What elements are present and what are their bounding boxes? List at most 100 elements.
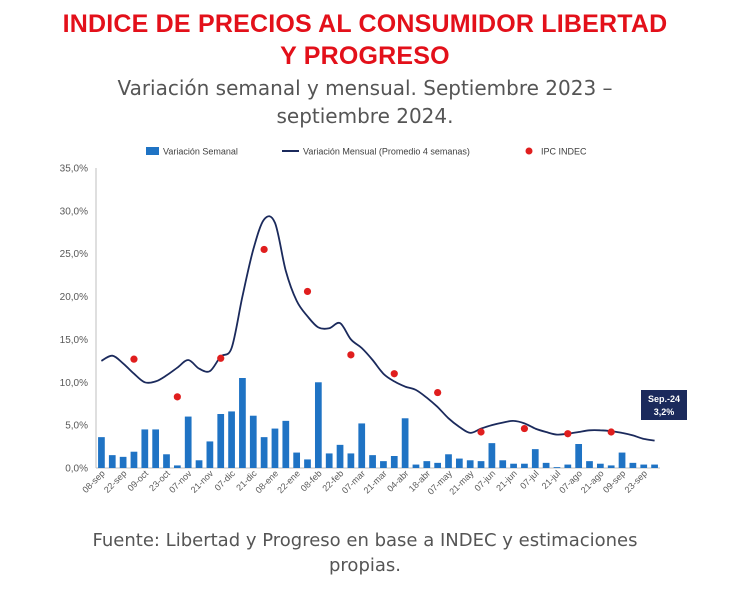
weekly-bar — [206, 441, 214, 468]
legend-label-weekly: Variación Semanal — [163, 147, 238, 157]
chart-source-line-1: Fuente: Libertad y Progreso en base a IN… — [92, 530, 638, 551]
monthly-line — [100, 215, 655, 442]
weekly-bar — [239, 378, 246, 468]
x-tick-label: 21-nov — [189, 468, 216, 495]
weekly-bar — [531, 449, 539, 468]
x-tick-label: 07-dic — [213, 468, 238, 493]
ipc-point — [477, 428, 485, 436]
x-tick-label: 09-sep — [601, 468, 628, 495]
weekly-bar — [347, 453, 355, 468]
weekly-bar — [412, 464, 420, 468]
x-tick-label: 22-ene — [275, 468, 302, 495]
weekly-bar — [607, 465, 615, 468]
weekly-bar — [336, 444, 344, 468]
ipc-point — [260, 245, 268, 254]
weekly-bar — [173, 465, 181, 468]
weekly-bar — [586, 461, 593, 468]
y-tick-label: 25,0% — [60, 249, 88, 260]
callout-value: 3,2% — [654, 407, 675, 417]
weekly-bar — [390, 456, 398, 468]
weekly-bar — [455, 458, 463, 468]
weekly-bar — [575, 444, 583, 468]
weekly-bar — [108, 455, 116, 468]
x-tick-label: 09-oct — [125, 468, 150, 493]
weekly-bar — [434, 462, 442, 468]
weekly-bar — [488, 443, 496, 468]
chart-subtitle-line-2: septiembre 2024. — [276, 104, 454, 128]
weekly-bar — [629, 462, 637, 468]
ipc-point — [173, 393, 181, 401]
legend-label-ipc: IPC INDEC — [541, 147, 587, 157]
x-tick-label: 21-mar — [362, 468, 389, 495]
weekly-bar — [542, 462, 550, 468]
weekly-bar — [141, 429, 149, 468]
x-tick-label: 21-ago — [579, 468, 606, 495]
weekly-bar — [651, 464, 658, 468]
chart-subtitle: Variación semanal y mensual. Septiembre … — [0, 74, 730, 130]
weekly-bar — [260, 437, 268, 468]
x-tick-label: 08-ene — [253, 468, 280, 495]
weekly-bar — [380, 461, 387, 468]
ipc-point — [347, 351, 355, 359]
weekly-bar — [304, 459, 311, 468]
x-tick-label: 21-may — [447, 468, 476, 497]
weekly-bar — [282, 420, 290, 468]
y-tick-label: 0,0% — [65, 464, 88, 475]
x-tick-label: 07-jul — [518, 468, 541, 491]
weekly-bar — [184, 416, 192, 468]
weekly-bar — [119, 456, 127, 468]
ipc-point — [390, 370, 398, 378]
y-tick-label: 5,0% — [65, 421, 88, 432]
x-tick-label: 21-jun — [494, 468, 519, 493]
x-tick-label: 07-ago — [557, 468, 584, 495]
callout-label: Sep.-24 — [648, 394, 680, 404]
weekly-bar — [618, 452, 626, 468]
weekly-bar — [640, 464, 648, 468]
ipc-point — [130, 355, 138, 363]
y-tick-label: 35,0% — [60, 164, 88, 175]
chart-source-line-2: propias. — [329, 555, 401, 576]
weekly-bar — [510, 463, 517, 468]
x-tick-label: 04-abr — [385, 468, 410, 493]
weekly-bar — [217, 414, 225, 468]
ipc-point — [434, 388, 442, 397]
ipc-point — [520, 424, 529, 433]
weekly-bar — [596, 463, 604, 468]
ipc-point — [217, 354, 225, 362]
x-tick-label: 22-sep — [102, 468, 129, 495]
legend-swatch-weekly — [146, 147, 159, 155]
weekly-bar — [553, 467, 561, 468]
weekly-bar — [499, 460, 507, 468]
ipc-point — [303, 287, 312, 296]
x-tick-label: 23-sep — [623, 468, 650, 495]
y-tick-label: 15,0% — [60, 335, 88, 346]
chart-title-line-1: INDICE DE PRECIOS AL CONSUMIDOR LIBERTAD — [62, 10, 668, 38]
weekly-bar — [445, 454, 452, 468]
weekly-bar — [152, 429, 160, 468]
weekly-bar — [98, 437, 105, 468]
weekly-bar — [358, 423, 366, 468]
weekly-bar — [293, 452, 301, 468]
weekly-bar — [314, 382, 322, 468]
ipc-point — [607, 428, 615, 436]
weekly-bar — [477, 461, 485, 468]
weekly-bar — [401, 418, 409, 468]
weekly-bar — [564, 464, 572, 468]
chart-title: INDICE DE PRECIOS AL CONSUMIDOR LIBERTAD… — [0, 8, 730, 72]
weekly-bar — [521, 463, 528, 468]
y-tick-label: 10,0% — [60, 378, 88, 389]
y-tick-label: 30,0% — [60, 206, 88, 217]
weekly-bar — [369, 455, 376, 468]
weekly-bar — [130, 451, 138, 468]
x-tick-label: 07-jun — [473, 468, 498, 493]
weekly-bar — [325, 453, 333, 468]
weekly-bar — [249, 415, 257, 468]
chart-subtitle-line-1: Variación semanal y mensual. Septiembre … — [117, 76, 613, 100]
callout-box — [641, 390, 687, 420]
weekly-bar — [466, 460, 474, 468]
legend-swatch-ipc — [525, 147, 533, 155]
legend-label-monthly: Variación Mensual (Promedio 4 semanas) — [303, 147, 470, 157]
y-tick-label: 20,0% — [60, 292, 88, 303]
x-tick-label: 07-nov — [167, 468, 194, 495]
weekly-bar — [195, 460, 203, 468]
